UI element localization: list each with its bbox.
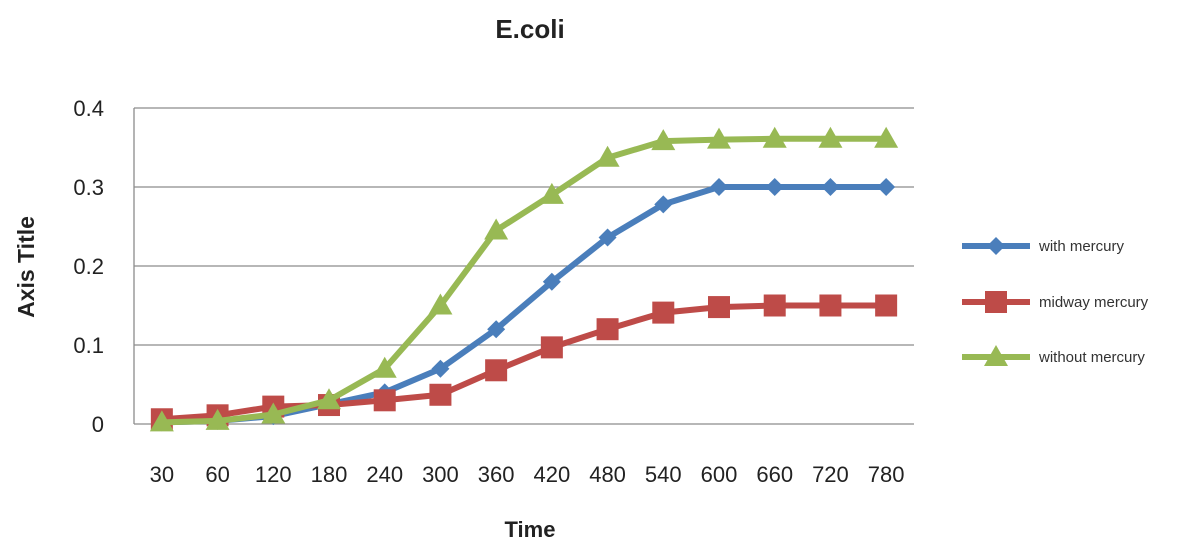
data-point bbox=[484, 218, 509, 240]
data-point bbox=[762, 126, 787, 148]
data-point bbox=[431, 359, 450, 378]
x-tick-label: 240 bbox=[366, 462, 403, 487]
chart-title: E.coli bbox=[495, 14, 564, 44]
x-tick-label: 30 bbox=[150, 462, 174, 487]
x-tick-label: 720 bbox=[812, 462, 849, 487]
x-tick-label: 60 bbox=[205, 462, 229, 487]
y-tick-label: 0.4 bbox=[73, 96, 104, 121]
x-tick-label: 600 bbox=[701, 462, 738, 487]
data-point bbox=[875, 294, 898, 317]
data-point bbox=[652, 301, 675, 324]
series-group bbox=[149, 126, 899, 432]
data-point bbox=[540, 336, 563, 359]
x-tick-label: 540 bbox=[645, 462, 682, 487]
data-point bbox=[765, 178, 784, 196]
x-tick-label: 420 bbox=[533, 462, 570, 487]
data-point bbox=[596, 318, 619, 341]
x-axis-label: Time bbox=[505, 517, 556, 540]
data-point bbox=[539, 182, 564, 204]
legend-label: without mercury bbox=[1038, 349, 1145, 366]
legend-item: without mercury bbox=[962, 345, 1145, 366]
data-point bbox=[877, 178, 896, 196]
y-tick-label: 0.1 bbox=[73, 333, 104, 358]
legend: with mercury midway mercury without mercur… bbox=[962, 237, 1149, 366]
data-point bbox=[542, 272, 561, 291]
x-tick-label: 120 bbox=[255, 462, 292, 487]
data-point bbox=[261, 402, 286, 424]
data-point bbox=[487, 320, 506, 339]
legend-label: midway mercury bbox=[1039, 294, 1149, 311]
data-point bbox=[819, 294, 842, 317]
data-point bbox=[821, 178, 840, 196]
data-point bbox=[708, 296, 730, 319]
data-point bbox=[149, 410, 174, 432]
legend-marker bbox=[984, 345, 1008, 366]
axes: 30 60 120 180 240 300 360 420 480 540 600 660 720 780 bbox=[133, 108, 905, 487]
data-point bbox=[651, 129, 676, 151]
x-tick-label: 780 bbox=[868, 462, 905, 487]
data-point bbox=[818, 126, 843, 148]
data-point bbox=[595, 145, 620, 167]
data-point bbox=[205, 408, 230, 430]
y-axis-label: Axis Title bbox=[13, 216, 39, 318]
data-point bbox=[428, 293, 453, 315]
data-point bbox=[429, 383, 452, 406]
x-tick-label: 360 bbox=[478, 462, 515, 487]
data-point bbox=[317, 388, 341, 410]
series-without-mercury bbox=[149, 126, 899, 432]
y-tick-label: 0 bbox=[92, 412, 104, 437]
x-tick-label: 660 bbox=[756, 462, 793, 487]
y-tick-label: 0.3 bbox=[73, 175, 104, 200]
data-point bbox=[763, 294, 786, 317]
legend-marker bbox=[985, 291, 1007, 313]
data-point bbox=[874, 126, 899, 148]
x-tick-label: 480 bbox=[589, 462, 626, 487]
data-point bbox=[654, 195, 673, 214]
y-tick-label: 0.2 bbox=[73, 254, 104, 279]
data-point bbox=[598, 228, 617, 247]
legend-marker bbox=[987, 237, 1005, 255]
legend-item: with mercury bbox=[962, 237, 1125, 255]
x-tick-label: 300 bbox=[422, 462, 459, 487]
series-line bbox=[158, 135, 890, 426]
series-midway-mercury bbox=[150, 294, 898, 431]
data-point bbox=[485, 359, 508, 382]
data-point bbox=[707, 127, 731, 149]
legend-item: midway mercury bbox=[962, 291, 1149, 313]
data-point bbox=[710, 178, 728, 196]
data-point bbox=[373, 389, 396, 412]
gridlines: 0 0.1 0.2 0.3 0.4 bbox=[73, 96, 914, 437]
legend-label: with mercury bbox=[1038, 238, 1125, 255]
data-point bbox=[372, 356, 397, 378]
x-tick-label: 180 bbox=[311, 462, 348, 487]
